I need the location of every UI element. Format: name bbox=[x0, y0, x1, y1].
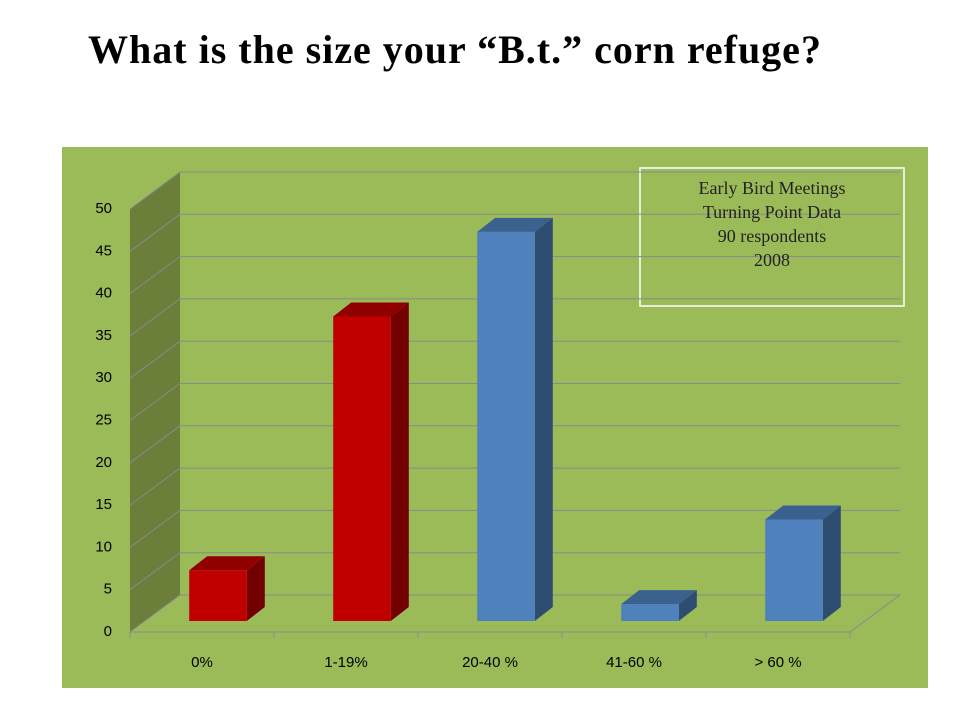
annotation-box bbox=[639, 167, 905, 307]
annotation-line: 90 respondents bbox=[718, 226, 826, 246]
grid-line bbox=[129, 213, 900, 252]
bar bbox=[477, 231, 535, 621]
x-tick-label: 1-19% bbox=[324, 654, 367, 671]
bar-side bbox=[678, 590, 697, 621]
bar-side bbox=[246, 556, 265, 621]
grid-line bbox=[129, 467, 900, 506]
y-tick-label: 5 bbox=[104, 581, 112, 598]
bar-side bbox=[534, 217, 553, 621]
x-tick-label: > 60 % bbox=[754, 654, 801, 671]
x-tick-label: 41-60 % bbox=[606, 654, 662, 671]
grid-line bbox=[129, 171, 900, 210]
bar-top bbox=[477, 217, 553, 232]
y-tick-label: 0 bbox=[104, 623, 112, 640]
y-tick-label: 50 bbox=[95, 200, 112, 217]
y-tick-label: 25 bbox=[95, 411, 112, 428]
annotation-line: 2008 bbox=[754, 250, 790, 270]
annotation-line: Turning Point Data bbox=[703, 202, 841, 222]
bar-top bbox=[189, 556, 265, 571]
y-tick-label: 20 bbox=[95, 454, 112, 471]
y-tick-label: 40 bbox=[95, 285, 112, 302]
bar-side bbox=[822, 505, 841, 621]
bar bbox=[765, 519, 823, 621]
y-tick-label: 10 bbox=[95, 538, 112, 555]
x-tick-label: 0% bbox=[191, 654, 213, 671]
grid-line bbox=[129, 383, 900, 421]
bar-top bbox=[765, 505, 841, 520]
slide-title: What is the size your “B.t.” corn refuge… bbox=[88, 27, 822, 72]
bar bbox=[333, 316, 391, 621]
bar-top bbox=[621, 590, 697, 605]
y-tick-label: 45 bbox=[95, 242, 112, 259]
annotation-line: Early Bird Meetings bbox=[699, 178, 846, 198]
y-tick-label: 30 bbox=[95, 369, 112, 386]
bar bbox=[189, 570, 247, 621]
y-tick-label: 35 bbox=[95, 327, 112, 344]
bar-side bbox=[390, 302, 409, 621]
grid-line bbox=[129, 552, 900, 591]
bar-top bbox=[333, 302, 409, 317]
grid-line bbox=[129, 425, 900, 464]
bar bbox=[621, 604, 679, 621]
grid-line bbox=[129, 509, 900, 548]
grid-line bbox=[129, 256, 900, 295]
grid-line bbox=[129, 298, 900, 337]
grid-line bbox=[129, 340, 900, 379]
y-tick-label: 15 bbox=[95, 496, 112, 513]
x-tick-label: 20-40 % bbox=[462, 654, 518, 671]
